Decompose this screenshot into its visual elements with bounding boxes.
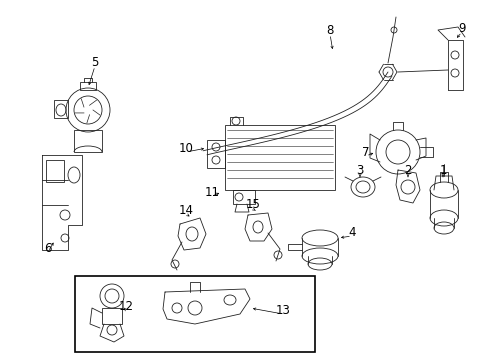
Bar bbox=[232, 190, 254, 204]
Text: 6: 6 bbox=[44, 242, 52, 255]
Text: 2: 2 bbox=[404, 163, 411, 176]
Text: 15: 15 bbox=[245, 198, 260, 211]
Text: 7: 7 bbox=[362, 145, 369, 158]
Text: 5: 5 bbox=[91, 55, 99, 68]
Bar bbox=[206, 140, 224, 168]
Text: 14: 14 bbox=[178, 203, 193, 216]
Text: 3: 3 bbox=[356, 163, 363, 176]
Text: 9: 9 bbox=[457, 22, 465, 35]
Text: 11: 11 bbox=[204, 185, 219, 198]
Text: 12: 12 bbox=[118, 300, 133, 312]
Bar bbox=[75, 276, 314, 352]
Text: 4: 4 bbox=[347, 225, 355, 238]
Text: 13: 13 bbox=[275, 303, 290, 316]
Bar bbox=[80, 82, 96, 90]
Text: 8: 8 bbox=[325, 23, 333, 36]
Bar bbox=[46, 160, 64, 182]
Bar bbox=[74, 130, 102, 152]
Text: 10: 10 bbox=[178, 141, 193, 154]
Bar bbox=[102, 308, 122, 324]
Text: 1: 1 bbox=[438, 163, 446, 176]
Bar bbox=[54, 100, 68, 118]
Bar bbox=[224, 125, 334, 190]
